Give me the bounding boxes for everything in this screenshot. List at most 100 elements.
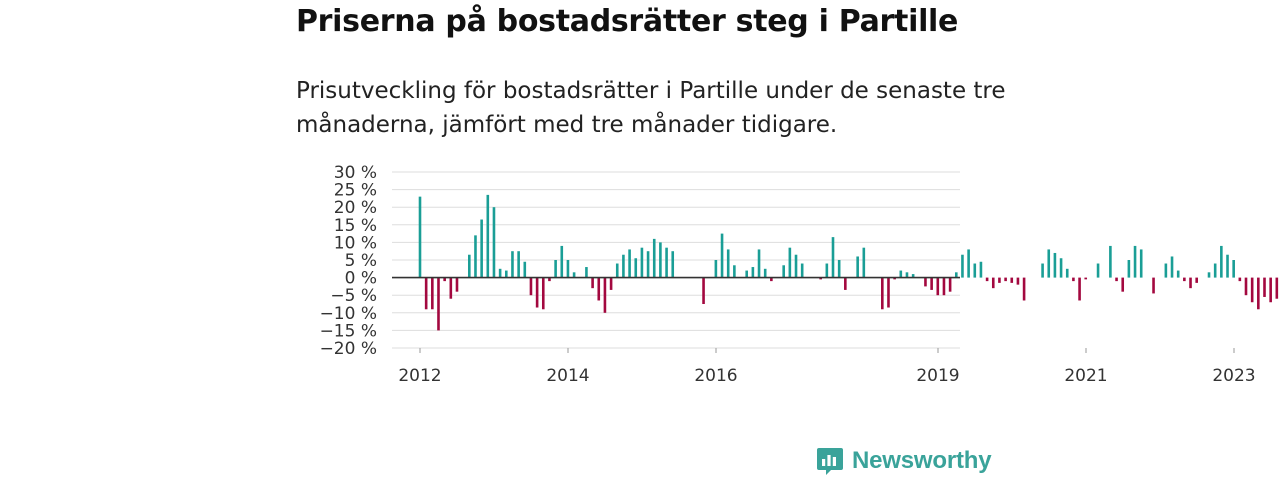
bar-positive	[634, 258, 638, 278]
bar-positive	[1065, 268, 1069, 278]
y-tick-label: 25 %	[334, 181, 377, 201]
bar-negative	[942, 277, 946, 296]
bar-negative	[881, 277, 884, 310]
bar-positive	[492, 207, 496, 278]
bar-positive	[628, 249, 631, 278]
bar-negative	[1152, 277, 1155, 294]
bar-negative	[819, 277, 822, 280]
x-tick-label: 2012	[398, 366, 441, 386]
bar-positive	[1213, 263, 1217, 278]
bar-positive	[615, 263, 619, 278]
bar-negative	[449, 277, 453, 299]
bar-positive	[1047, 249, 1051, 278]
bar-positive	[554, 260, 557, 278]
bar-negative	[770, 277, 773, 282]
bar-negative	[1016, 277, 1020, 285]
bar-negative	[591, 277, 594, 289]
bar-negative	[603, 277, 607, 313]
bar-positive	[757, 249, 761, 278]
bar-positive	[911, 274, 915, 278]
bar-negative	[424, 277, 428, 310]
bar-positive	[973, 263, 977, 278]
y-tick-label: −15 %	[320, 321, 377, 341]
bar-positive	[517, 251, 520, 278]
bar-negative	[597, 277, 601, 301]
bar-positive	[794, 254, 798, 278]
bar-positive	[905, 272, 909, 278]
bar-positive	[979, 261, 983, 278]
bar-negative	[1004, 277, 1007, 282]
bar-positive	[899, 270, 903, 278]
y-tick-label: −20 %	[320, 339, 377, 359]
bar-positive	[733, 265, 736, 278]
bar-negative	[887, 277, 890, 308]
bar-positive	[622, 254, 625, 278]
bar-positive	[572, 272, 576, 278]
bar-positive	[468, 254, 471, 278]
y-tick-label: 0 %	[345, 269, 377, 289]
bar-negative	[1121, 277, 1125, 292]
x-tick-label: 2019	[916, 366, 959, 386]
bar-positive	[418, 196, 422, 278]
bar-positive	[720, 233, 724, 278]
bar-negative	[1084, 277, 1088, 280]
y-tick-label: −5 %	[330, 286, 377, 306]
bar-negative	[930, 277, 933, 290]
bar-positive	[825, 263, 829, 278]
bar-positive	[640, 247, 644, 278]
bar-negative	[702, 277, 705, 304]
bar-positive	[800, 263, 804, 278]
bar-negative	[1022, 277, 1026, 301]
bar-negative	[1238, 277, 1242, 282]
bar-positive	[671, 251, 675, 278]
x-tick-label: 2014	[546, 366, 589, 386]
bar-positive	[1127, 260, 1131, 278]
bar-positive	[954, 272, 958, 278]
bar-negative	[541, 277, 545, 310]
bar-positive	[511, 251, 514, 278]
newsworthy-logo[interactable]: Newsworthy	[816, 446, 992, 476]
bar-positive	[1139, 249, 1143, 278]
y-tick-label: 15 %	[334, 216, 377, 236]
bar-negative	[529, 277, 533, 296]
bar-positive	[659, 242, 662, 278]
bar-positive	[474, 235, 477, 278]
y-tick-label: −10 %	[320, 304, 377, 324]
bar-positive	[1164, 263, 1168, 278]
bar-positive	[1041, 263, 1044, 278]
bar-positive	[498, 268, 502, 278]
bar-negative	[844, 277, 847, 290]
x-tick-label: 2023	[1212, 366, 1255, 386]
bar-negative	[991, 277, 995, 289]
bar-positive	[745, 270, 748, 278]
bar-negative	[936, 277, 940, 296]
newsworthy-logo-text: Newsworthy	[852, 447, 992, 474]
bar-positive	[523, 261, 527, 278]
bar-negative	[443, 277, 446, 282]
bar-positive	[714, 260, 718, 278]
bar-positive	[831, 237, 835, 278]
chart-subtitle: Prisutveckling för bostadsrätter i Parti…	[296, 78, 1006, 138]
bar-positive	[566, 260, 570, 278]
bar-positive	[560, 245, 564, 278]
bar-negative	[1195, 277, 1198, 283]
bar-positive	[585, 267, 588, 278]
bar-positive	[505, 270, 508, 278]
bar-positive	[788, 247, 792, 278]
chart-title: Priserna på bostadsrätter steg i Partill…	[296, 4, 959, 39]
bar-negative	[1244, 277, 1248, 296]
bar-negative	[1115, 277, 1118, 282]
bar-positive	[782, 265, 785, 278]
bar-positive	[967, 249, 970, 278]
bar-positive	[763, 268, 767, 278]
bar-negative	[1010, 277, 1014, 283]
y-tick-label: 5 %	[345, 251, 377, 271]
bar-positive	[646, 251, 650, 278]
bar-positive	[1059, 258, 1063, 278]
bar-positive	[1133, 245, 1137, 278]
x-tick-label: 2021	[1064, 366, 1107, 386]
bar-positive	[1109, 245, 1112, 278]
bar-negative	[1275, 277, 1279, 299]
bar-negative	[948, 277, 952, 292]
